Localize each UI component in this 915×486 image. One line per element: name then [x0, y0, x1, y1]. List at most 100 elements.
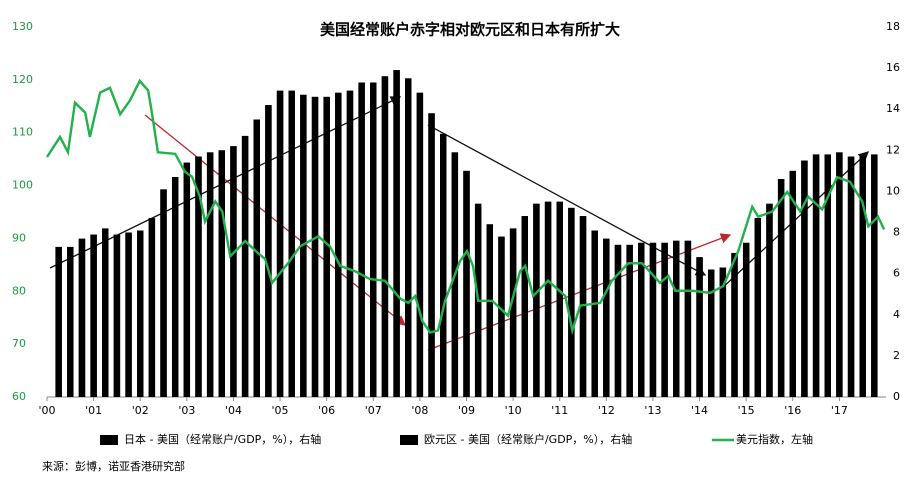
bar: [160, 189, 167, 397]
arrow: [427, 124, 707, 276]
bar: [102, 228, 109, 397]
bar: [335, 92, 342, 398]
bar: [171, 177, 179, 397]
bar: [661, 242, 668, 397]
bar: [579, 216, 587, 397]
y2-tick-label: 2: [893, 349, 900, 362]
bar: [370, 82, 377, 397]
bar: [218, 150, 225, 397]
arrow: [427, 233, 732, 351]
bar: [824, 154, 831, 397]
bar: [253, 119, 260, 397]
x-tick-label: '04: [225, 404, 242, 417]
bar: [241, 135, 249, 397]
bar: [614, 244, 622, 397]
x-tick-label: '08: [411, 404, 428, 417]
bar: [708, 269, 715, 397]
y2-tick-label: 16: [886, 61, 900, 74]
bar: [195, 156, 202, 397]
bar: [521, 216, 528, 397]
bar: [323, 96, 330, 397]
bar: [416, 92, 424, 398]
x-tick-label: '00: [38, 404, 55, 417]
bar: [626, 244, 633, 397]
bar: [509, 228, 517, 397]
y-tick-label: 130: [12, 20, 33, 33]
legend-label: 日本 - 美国（经常账户/GDP，%），右轴: [124, 432, 321, 446]
bar: [55, 246, 62, 397]
bar: [125, 232, 132, 397]
bar: [544, 201, 552, 397]
bar: [696, 257, 703, 397]
bar: [801, 160, 808, 397]
y-tick-label: 70: [12, 337, 26, 350]
bar: [719, 267, 727, 397]
bar: [731, 253, 738, 397]
x-tick-label: '16: [784, 404, 801, 417]
bar: [381, 76, 389, 397]
bar: [591, 230, 598, 397]
bar: [859, 156, 866, 397]
bar: [486, 224, 494, 397]
y2-tick-label: 4: [893, 308, 900, 321]
bar: [90, 234, 97, 397]
x-tick-label: '02: [132, 404, 149, 417]
x-tick-label: '07: [365, 404, 382, 417]
legend-label: 美元指数，左轴: [736, 432, 813, 446]
bar: [568, 207, 575, 397]
chart-title: 美国经常账户赤字相对欧元区和日本有所扩大: [320, 21, 620, 39]
y-tick-label: 60: [12, 390, 26, 403]
y-tick-label: 110: [12, 126, 33, 139]
bar: [137, 230, 144, 397]
bar: [67, 246, 74, 397]
bar: [265, 105, 272, 397]
bar: [766, 203, 773, 397]
bar: [311, 96, 319, 397]
bar: [836, 152, 843, 397]
bar: [533, 203, 540, 397]
bar: [871, 154, 878, 397]
x-tick-label: '15: [738, 404, 755, 417]
bar: [183, 162, 191, 397]
y-tick-label: 100: [12, 179, 33, 192]
bar: [463, 170, 470, 397]
bar: [113, 234, 121, 397]
bar: [649, 242, 657, 397]
bar: [405, 78, 412, 397]
legend-label: 欧元区 - 美国（经常账户/GDP，%），右轴: [424, 432, 632, 446]
y2-tick-label: 6: [893, 267, 900, 280]
bar: [148, 218, 156, 397]
bar: [754, 218, 762, 397]
legend-swatch: [400, 435, 418, 445]
y2-tick-label: 8: [893, 226, 900, 239]
x-tick-label: '06: [318, 404, 335, 417]
y-tick-label: 80: [12, 284, 26, 297]
y-tick-label: 90: [12, 231, 26, 244]
x-tick-label: '03: [178, 404, 195, 417]
bar: [428, 113, 435, 397]
source-note: 来源：彭博，诺亚香港研究部: [42, 459, 185, 473]
bar: [276, 90, 284, 397]
y2-tick-label: 14: [886, 102, 900, 115]
bar: [684, 240, 692, 397]
y2-tick-label: 10: [886, 184, 900, 197]
bar: [206, 152, 214, 397]
x-tick-label: '13: [644, 404, 661, 417]
x-tick-label: '17: [831, 404, 848, 417]
x-tick-label: '12: [598, 404, 615, 417]
bar: [638, 242, 645, 397]
x-tick-label: '09: [458, 404, 475, 417]
x-tick-label: '01: [85, 404, 102, 417]
bar: [812, 154, 820, 397]
legend-swatch: [100, 435, 118, 445]
bar: [230, 146, 237, 397]
bar: [847, 156, 855, 397]
bar: [439, 133, 447, 397]
x-tick-label: '05: [272, 404, 289, 417]
y2-tick-label: 18: [886, 20, 900, 33]
x-tick-label: '10: [505, 404, 522, 417]
bar: [78, 238, 86, 397]
y-tick-label: 120: [12, 73, 33, 86]
bar: [288, 90, 295, 397]
bar: [603, 238, 610, 397]
